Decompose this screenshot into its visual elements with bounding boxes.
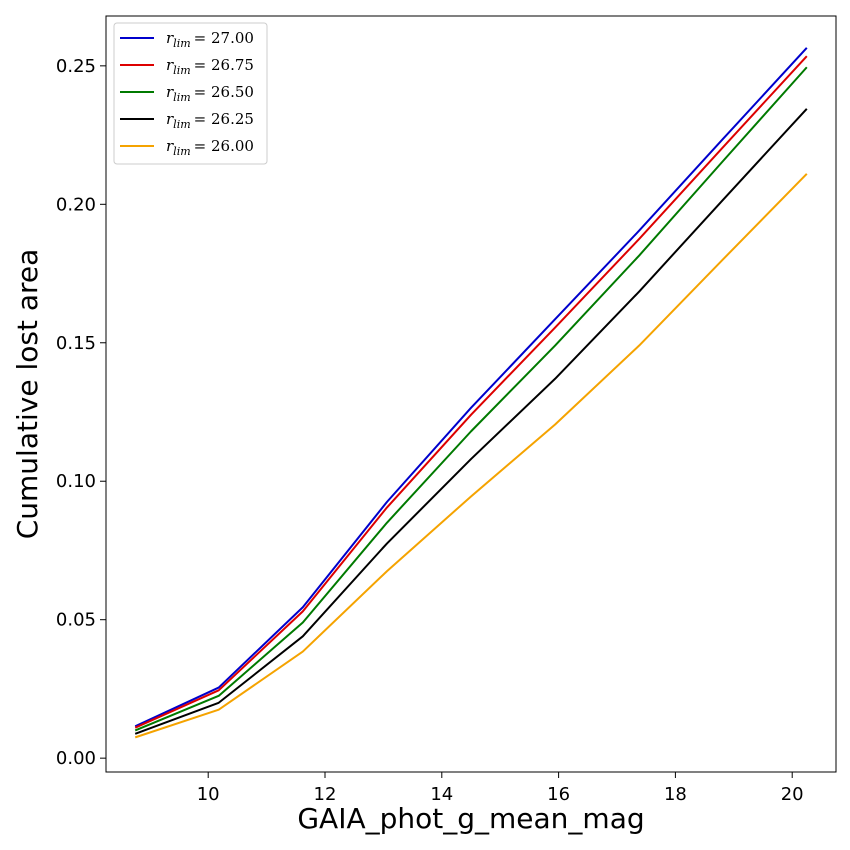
y-tick-label: 0.15 [56,333,96,354]
legend-box [113,22,268,165]
series-line-3 [134,108,808,735]
legend: rlim = 27.00 rlim = 26.75 rlim = 26.50 rlim = 2… [113,22,268,165]
x-tick-label: 18 [664,784,687,805]
x-tick-label: 16 [547,784,570,805]
y-tick-label: 0.25 [56,56,96,77]
y-axis-label: Cumulative lost area [11,249,44,540]
y-tick-label: 0.20 [56,194,96,215]
x-tick-label: 20 [781,784,804,805]
axes: 10 12 14 16 18 20 0.00 0.05 0.10 0.15 0.20 0.25 [56,15,837,805]
y-tick-label: 0.05 [56,610,96,631]
x-tick-label: 10 [197,784,220,805]
series-line-1 [134,55,808,729]
series-line-0 [134,47,808,728]
legend-entry-label: rlim = 27.00 [166,29,254,50]
plot-area [134,47,808,739]
x-tick-label: 12 [314,784,337,805]
legend-entry-label: rlim = 26.50 [166,83,254,104]
legend-entry-label: rlim = 26.00 [166,137,254,158]
plot-frame [105,15,837,773]
x-tick-label: 14 [430,784,453,805]
y-tick-label: 0.10 [56,471,96,492]
series-line-2 [134,66,808,732]
legend-entry-label: rlim = 26.75 [166,56,254,77]
x-axis-label: GAIA_phot_g_mean_mag [297,802,644,835]
y-tick-label: 0.00 [56,748,96,769]
legend-entry-label: rlim = 26.25 [166,110,254,131]
series-line-4 [134,173,808,739]
